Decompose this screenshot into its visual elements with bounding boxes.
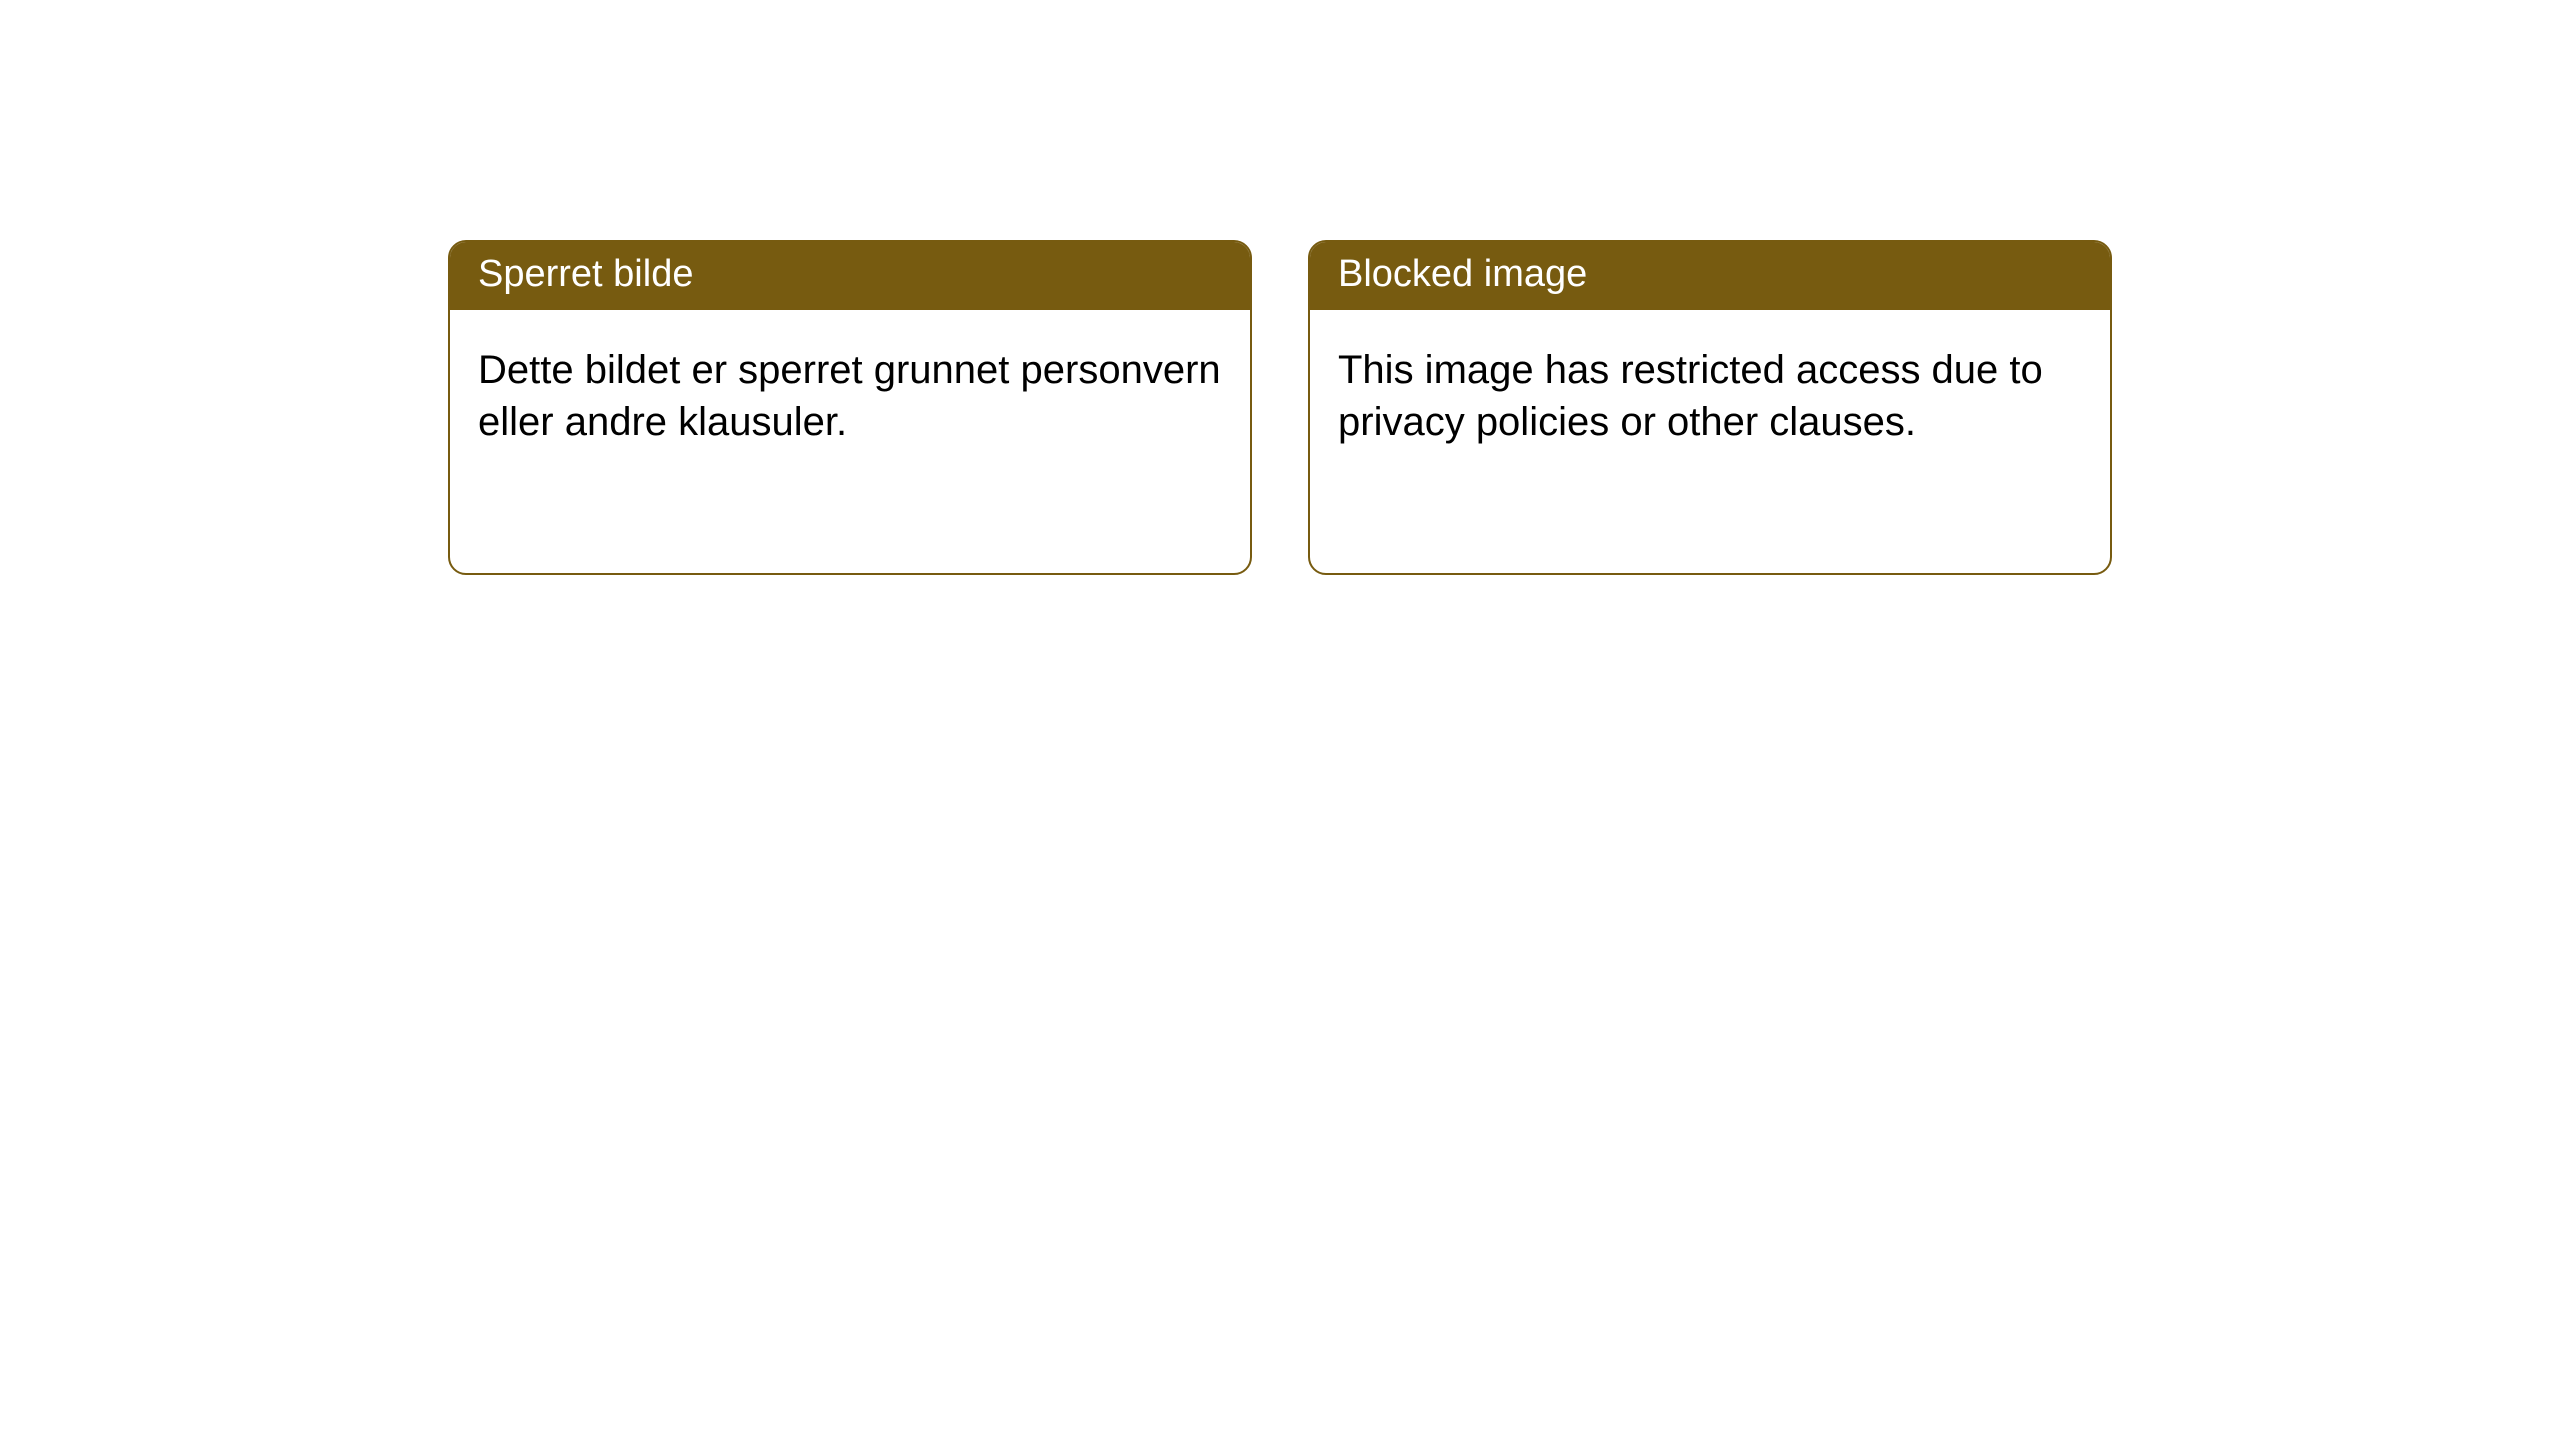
notice-card-norwegian: Sperret bilde Dette bildet er sperret gr… <box>448 240 1252 575</box>
notice-container: Sperret bilde Dette bildet er sperret gr… <box>0 0 2560 575</box>
notice-message: Dette bildet er sperret grunnet personve… <box>478 348 1221 444</box>
notice-body: Dette bildet er sperret grunnet personve… <box>450 310 1250 482</box>
notice-title: Sperret bilde <box>478 253 693 295</box>
notice-message: This image has restricted access due to … <box>1338 348 2043 444</box>
notice-header: Sperret bilde <box>450 242 1250 310</box>
notice-body: This image has restricted access due to … <box>1310 310 2110 482</box>
notice-title: Blocked image <box>1338 253 1587 295</box>
notice-card-english: Blocked image This image has restricted … <box>1308 240 2112 575</box>
notice-header: Blocked image <box>1310 242 2110 310</box>
